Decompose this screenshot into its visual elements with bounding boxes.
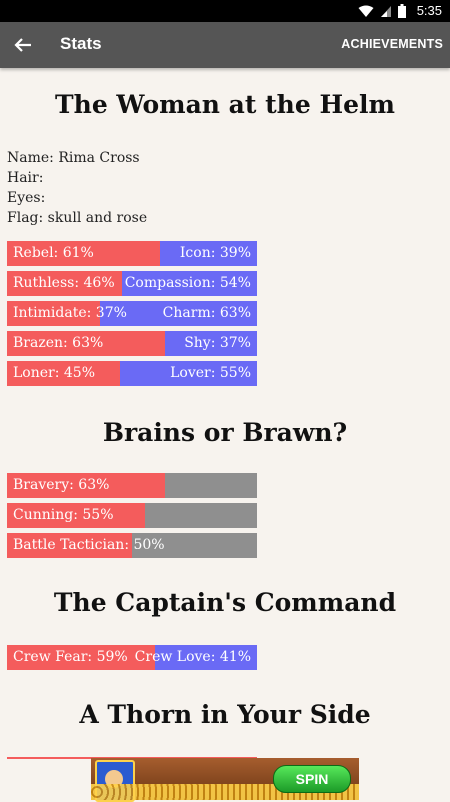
app-bar: Stats ACHIEVEMENTS [0,22,450,68]
crew-stat-fill [7,645,155,670]
crew-stat-remainder [155,645,257,670]
opposed-stat-bar: Ruthless: 46% Compassion: 54% [7,271,257,296]
opposed-stat-label: Ruthless: 46% [13,275,115,291]
single-stat-bar: Cunning: 55% [7,503,257,528]
opposed-stat-label: Loner: 45% [13,365,96,381]
single-stat-bar: Bravery: 63% [7,473,257,498]
opposed-stat-bar: Loner: 45% Lover: 55% [7,361,257,386]
section-title-helm: The Woman at the Helm [55,90,395,119]
single-stat-fill [7,473,165,498]
info-flag: Flag: skull and rose [7,210,148,226]
opposed-stat-label: Brazen: 63% [13,335,104,351]
opposed-stat-opposite-label: Charm: 63% [162,305,251,321]
single-stat-remainder [145,503,257,528]
opposed-stat-remainder [122,271,257,296]
opposed-stat-opposite-label: Compassion: 54% [124,275,251,291]
opposed-stat-bar: Brazen: 63% Shy: 37% [7,331,257,356]
character-info: Name: Rima Cross Hair: Eyes: Flag: skull… [7,148,147,228]
status-icons [358,4,406,21]
spin-button[interactable]: SPIN [273,765,351,793]
opposed-stat-fill [7,271,122,296]
opposed-stat-label: Intimidate: 37% [13,305,127,321]
battery-icon [398,4,406,21]
single-stat-remainder [132,533,257,558]
crew-stat-label: Crew Fear: 59% [13,649,128,665]
opposed-stat-opposite-label: Lover: 55% [170,365,251,381]
opposed-stat-fill [7,331,165,356]
info-name: Name: Rima Cross [7,150,140,166]
crew-stat-opposite-label: Crew Love: 41% [134,649,251,665]
single-stat-label: Bravery: 63% [13,477,110,493]
single-stat-remainder [165,473,257,498]
opposed-stat-remainder [160,241,257,266]
single-stat-label: Battle Tactician: 50% [13,537,165,553]
section-title-command: The Captain's Command [53,588,397,617]
opposed-stat-bar: Intimidate: 37% Charm: 63% [7,301,257,326]
section-title-thorn: A Thorn in Your Side [79,700,371,729]
info-hair: Hair: [7,170,44,186]
achievements-button[interactable]: ACHIEVEMENTS [341,37,443,51]
opposed-stat-remainder [100,301,257,326]
opposed-stat-label: Rebel: 61% [13,245,94,261]
signal-icon [380,5,392,21]
opposed-stat-fill [7,241,160,266]
opposed-stat-remainder [165,331,257,356]
single-stat-fill [7,503,145,528]
info-eyes: Eyes: [7,190,46,206]
stats-content[interactable]: The Woman at the Helm Name: Rima Cross H… [0,68,450,758]
arrow-back-icon[interactable] [10,32,36,58]
clock: 5:35 [416,3,442,18]
opposed-stat-bar: Rebel: 61% Icon: 39% [7,241,257,266]
status-bar: 5:35 [0,0,450,22]
section-title-brains: Brains or Brawn? [102,418,348,447]
opposed-stat-fill [7,301,100,326]
opposed-stat-fill [7,361,120,386]
single-stat-bar: Battle Tactician: 50% [7,533,257,558]
single-stat-fill [7,533,132,558]
opposed-stat-opposite-label: Icon: 39% [179,245,251,261]
opposed-stat-remainder [120,361,257,386]
single-stat-label: Cunning: 55% [13,507,114,523]
page-title: Stats [60,34,102,53]
opposed-stat-opposite-label: Shy: 37% [184,335,251,351]
ad-banner[interactable]: SPIN [91,758,359,802]
wifi-icon [358,5,374,21]
crew-stat-bar: Crew Fear: 59% Crew Love: 41% [7,645,257,670]
